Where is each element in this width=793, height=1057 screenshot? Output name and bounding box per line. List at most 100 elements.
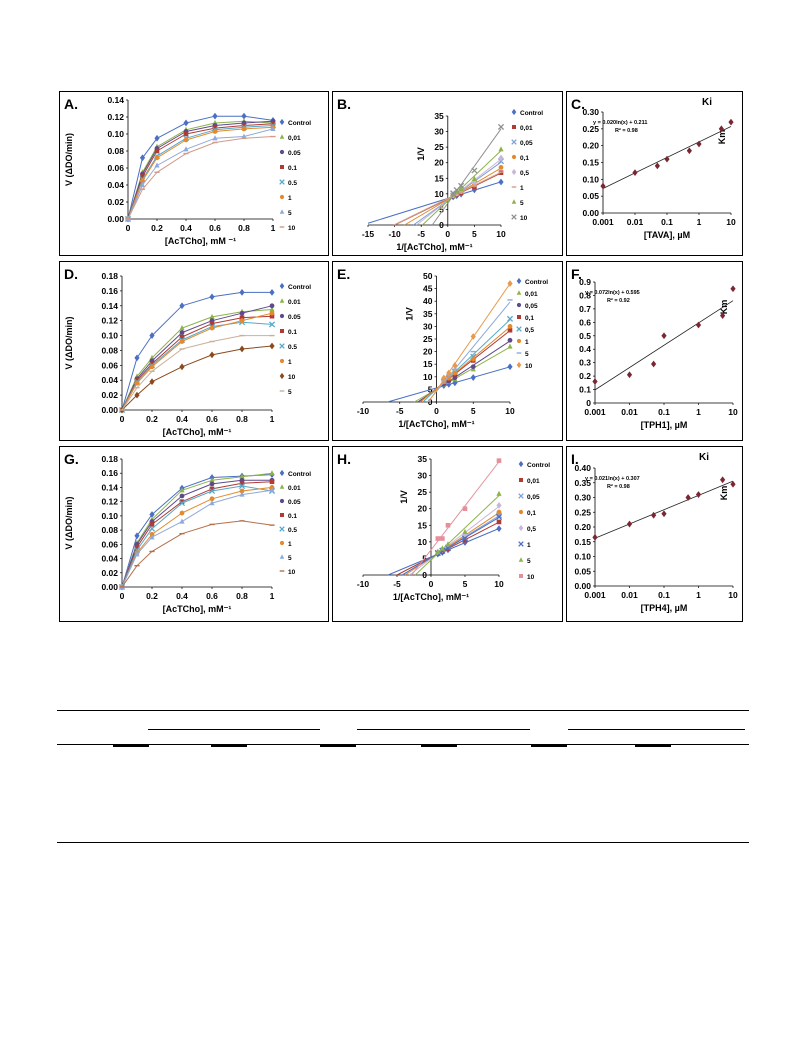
legend-label: Control: [288, 284, 311, 291]
data-point: [445, 522, 451, 528]
y-tick-label: 0.06: [101, 360, 118, 370]
legend-marker: [519, 574, 523, 578]
y-tick-label: 0.00: [107, 214, 124, 224]
data-point: [626, 520, 633, 528]
legend-marker: [279, 282, 285, 290]
chart-d: D.0.000.020.040.060.080.100.120.140.160.…: [64, 266, 311, 437]
legend-marker: [516, 290, 522, 295]
data-point: [208, 487, 216, 495]
fit-line: [427, 301, 511, 403]
data-point: [269, 342, 275, 350]
data-point: [209, 293, 215, 301]
chart-c: C. 0.00 0.05 0.10 0.15 0.20 0.25 0.30 0.001 0.01 0…: [571, 96, 736, 240]
legend-marker: [518, 541, 524, 547]
series-line: [121, 312, 273, 411]
panel-label-a: A.: [64, 96, 78, 112]
x-tick-label: 0.2: [151, 223, 163, 233]
legend-marker: [279, 194, 285, 200]
legend-marker: [511, 154, 517, 160]
data-point: [209, 325, 215, 331]
chart-f: F. 0 0.1 0.2 0.3 0.4 0.5 0.6 0.7 0.8 0.9 0.001 0.01 0…: [571, 266, 738, 430]
table-group-rule-3: [568, 729, 745, 730]
legend-label: 0,05: [520, 140, 533, 147]
y-tick-label: 10: [423, 372, 433, 382]
data-point: [239, 334, 245, 337]
x-tick-label: -10: [357, 406, 370, 416]
y-tick-label: 50: [423, 271, 433, 281]
x-tick-label: 0.01: [621, 407, 638, 417]
panel-label-c: C.: [571, 96, 585, 112]
y-tick-label: 0.35: [574, 478, 591, 488]
x-tick-label: 5: [463, 579, 468, 589]
y-tick-label: 0.5: [579, 331, 591, 341]
data-point: [209, 523, 215, 526]
data-point: [269, 306, 275, 312]
x-tick-label: 5: [472, 229, 477, 239]
y-tick-label: 25: [434, 142, 444, 152]
data-point: [209, 486, 215, 492]
legend-marker: [279, 372, 285, 380]
legend-marker: [518, 493, 524, 499]
series-6: [119, 310, 275, 413]
data-point: [470, 350, 476, 353]
series-2: [119, 306, 275, 413]
y-tick-label: 15: [434, 173, 444, 183]
table-column-rule-1: [113, 745, 149, 747]
y-tick-label: 0.02: [101, 390, 118, 400]
data-point: [179, 532, 185, 535]
x-tick-label: -5: [396, 406, 404, 416]
data-point: [728, 118, 734, 126]
data-point: [632, 169, 638, 176]
legend-label: 5: [288, 210, 292, 217]
x-tick-label: 0: [120, 414, 125, 424]
x-tick-label: 10: [726, 217, 736, 227]
data-point: [462, 528, 468, 535]
legend-label: 0,1: [520, 155, 529, 162]
data-point: [626, 371, 633, 379]
data-point: [209, 340, 215, 343]
y-tick-label: 0.10: [582, 174, 599, 184]
data-point: [179, 499, 185, 504]
data-point: [268, 321, 276, 328]
data-point: [600, 182, 606, 190]
legend-marker: [518, 524, 524, 532]
legend-label: 0.05: [288, 314, 301, 321]
y-tick-label: 20: [418, 504, 428, 514]
legend-marker: [279, 343, 285, 349]
data-point: [149, 550, 155, 553]
series-1: [119, 471, 275, 591]
series-8: [125, 135, 276, 220]
data-point: [439, 545, 445, 551]
series-5: [118, 319, 276, 414]
legend-label: 0,5: [527, 526, 536, 533]
panel-a: A. 0.00 0.02 0.04 0.06 0.08 0.10 0.12 0.14 0 0.2 0.…: [59, 91, 329, 256]
legend-label: 1: [520, 185, 524, 192]
legend-label: 0,01: [527, 478, 540, 485]
legend-label: 10: [288, 374, 296, 381]
panel-label-e: E.: [337, 266, 350, 282]
y-tick-label: 0.18: [101, 454, 118, 464]
legend-marker: [279, 149, 285, 155]
chart-e: E. 0 5 10 15 20 25 30 35 40 45 50 -10 -5 0 5 10 1/[AcTCho…: [337, 266, 548, 429]
series-line: [121, 309, 273, 411]
legend-marker: [279, 390, 285, 392]
data-point: [496, 509, 502, 515]
series-line: [121, 305, 273, 411]
series-8: [119, 520, 275, 588]
data-point: [209, 499, 215, 506]
data-point: [471, 186, 477, 194]
data-point: [269, 487, 275, 493]
legend-label: 0.1: [288, 165, 297, 172]
r-squared: R² = 0.98: [615, 127, 638, 134]
legend-marker: [511, 186, 517, 188]
legend-marker: [511, 108, 517, 116]
legend-label: 0,01: [288, 135, 301, 142]
legend-marker: [518, 460, 524, 468]
data-point: [470, 374, 476, 381]
x-tick-label: -10: [388, 229, 401, 239]
table-column-rule-2: [211, 745, 247, 747]
table-group-rule-1: [148, 729, 320, 730]
y-tick-label: 45: [423, 284, 433, 294]
data-point: [507, 337, 513, 343]
data-point: [119, 409, 125, 411]
